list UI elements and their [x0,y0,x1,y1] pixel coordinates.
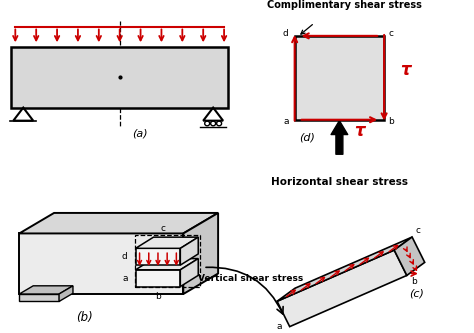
Bar [295,36,384,120]
Text: a: a [122,274,128,283]
Text: τ: τ [400,61,410,79]
Polygon shape [136,248,180,265]
FancyArrowPatch shape [331,121,348,154]
Polygon shape [183,213,218,294]
Text: Vertical shear stress: Vertical shear stress [198,273,303,282]
Text: Horizontal shear stress: Horizontal shear stress [271,177,408,187]
Text: b: b [411,277,417,286]
Text: Complimentary shear stress: Complimentary shear stress [267,0,422,10]
Polygon shape [277,250,407,327]
Polygon shape [59,286,73,301]
Polygon shape [394,237,425,275]
Text: c: c [415,226,420,235]
Polygon shape [19,233,183,294]
Text: (b): (b) [76,311,93,324]
Text: d: d [283,30,289,39]
Text: a: a [283,117,289,126]
Polygon shape [136,259,198,270]
Text: (d): (d) [300,133,316,143]
Text: (a): (a) [132,128,147,138]
Bar [11,47,228,108]
Bar [135,235,200,287]
Text: (c): (c) [410,288,424,298]
Polygon shape [277,237,412,301]
Polygon shape [19,213,218,233]
Text: c: c [388,30,393,39]
Polygon shape [19,294,59,301]
Text: c: c [161,224,166,233]
Text: b: b [155,292,161,301]
Polygon shape [180,259,198,287]
Polygon shape [180,237,198,265]
Text: a: a [276,322,282,331]
Polygon shape [19,286,73,294]
Polygon shape [136,237,198,248]
Polygon shape [136,270,180,287]
FancyArrowPatch shape [206,267,283,314]
Text: b: b [388,117,394,126]
Text: τ: τ [354,122,365,140]
Text: d: d [122,252,128,261]
